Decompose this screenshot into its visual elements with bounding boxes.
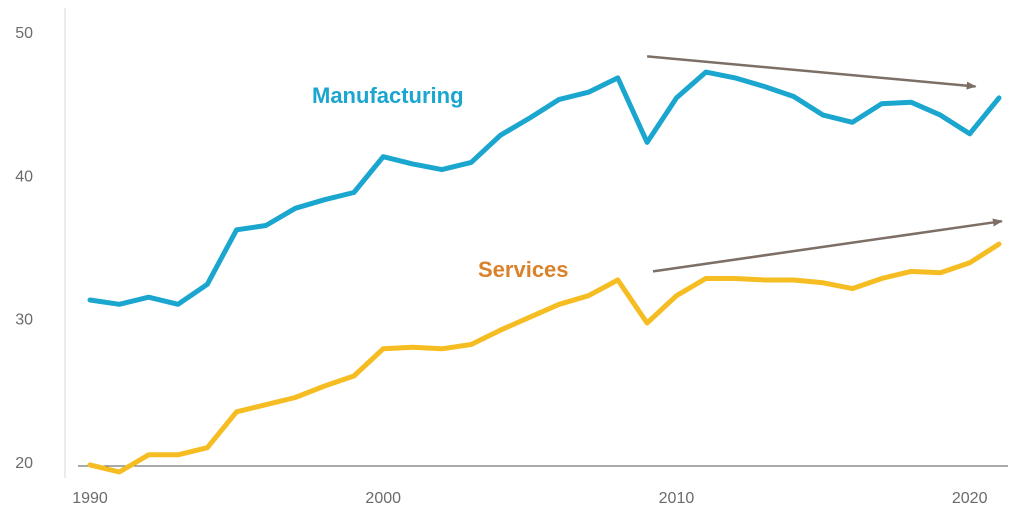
services-label: Services [478,257,569,282]
series-line-manufacturing [87,69,1002,307]
trend-arrow-2 [652,218,1003,273]
series-lines [87,69,1002,475]
x-tick-label: 2020 [952,490,988,507]
x-tick-label: 1990 [72,490,108,507]
y-tick-label: 50 [15,25,33,42]
x-tick-label: 2000 [365,490,401,507]
trend-arrows [647,55,1003,273]
x-tick-labels: 1990 2000 2010 2020 [72,490,987,507]
y-tick-label: 20 [15,455,33,472]
y-tick-label: 30 [15,312,33,329]
manufacturing-label: Manufacturing [312,83,464,108]
y-tick-labels: 20 30 40 50 [15,25,33,472]
y-tick-label: 40 [15,168,33,185]
series-line-services [87,241,1002,475]
x-tick-label: 2010 [659,490,695,507]
trend-arrow-1 [647,55,977,90]
